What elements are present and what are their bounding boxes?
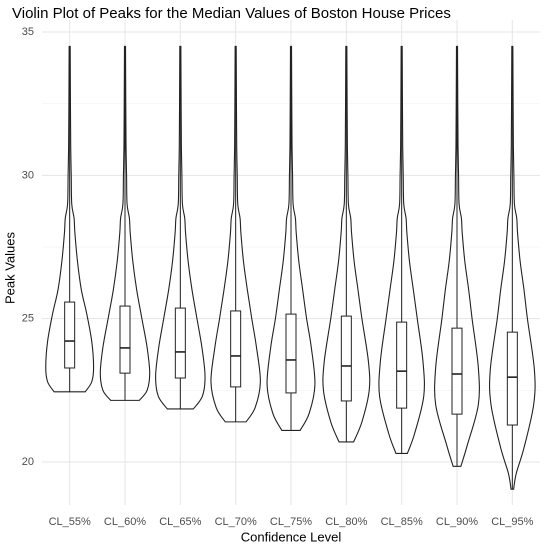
x-tick-label: CL_90% [436,516,478,528]
y-tick-label: 35 [22,26,34,38]
violin [489,45,536,490]
y-tick-label: 30 [22,169,34,181]
box [64,301,76,369]
x-tick-label: CL_55% [49,516,91,528]
box [230,310,242,388]
x-tick-label: CL_85% [381,516,423,528]
y-tick-label: 20 [22,456,34,468]
box [340,315,352,402]
y-axis-label: Peak Values [2,231,17,304]
x-axis-label: Confidence Level [241,529,342,544]
violin [322,45,371,443]
x-tick-label: CL_60% [104,516,146,528]
y-tick-label: 25 [22,313,34,325]
box [174,307,186,379]
violin [45,45,95,393]
x-tick-label: CL_65% [159,516,201,528]
x-tick-label: CL_75% [270,516,312,528]
violin [99,45,151,401]
x-tick-label: CL_95% [491,516,533,528]
box [119,305,131,374]
x-tick-label: CL_70% [215,516,257,528]
chart-title: Violin Plot of Peaks for the Median Valu… [12,5,451,22]
box [451,327,463,415]
x-tick-label: CL_80% [325,516,367,528]
violin [155,45,206,410]
violin [266,45,316,432]
violin [210,45,261,423]
violin [378,45,425,454]
box [285,313,297,394]
violin [434,45,480,467]
box [396,321,408,409]
box [506,331,518,426]
